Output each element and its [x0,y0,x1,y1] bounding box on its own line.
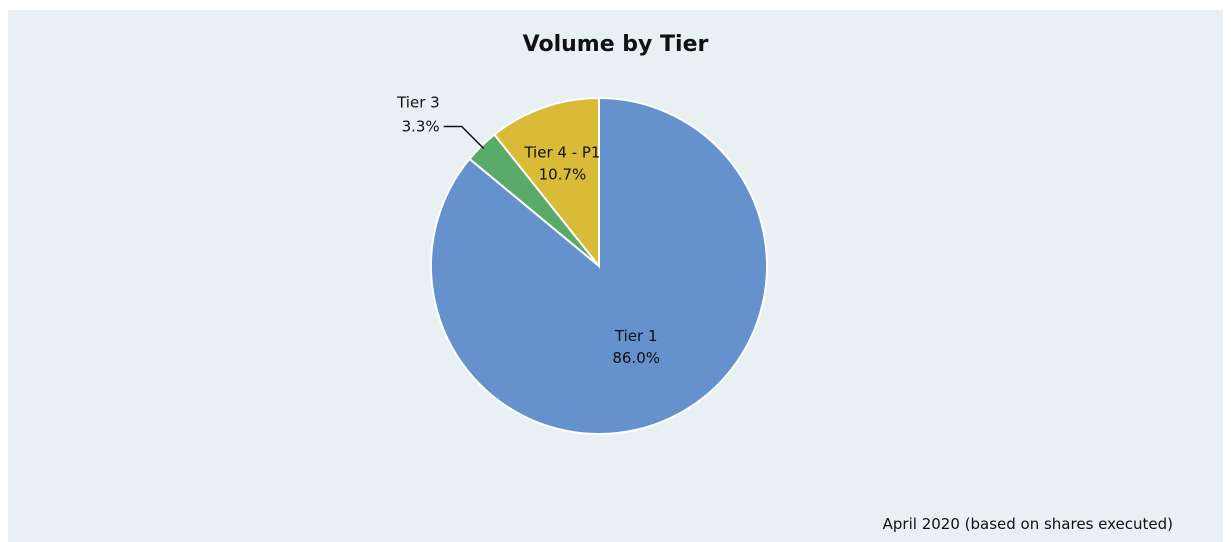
slice-value-tier-1: 86.0% [612,349,660,367]
slice-label-tier-3: Tier 3 [396,93,440,111]
slice-value-tier-4-p1: 10.7% [539,165,587,183]
chart-title: Volume by Tier [522,32,709,57]
footnote: April 2020 (based on shares executed) [882,515,1173,533]
pie-slice-tier-4-p1 [492,96,600,269]
pie-slices [430,96,768,435]
pie-chart: Tier 1 86.0% Tier 3 3.3% Tier 4 - P1 10.7% [396,93,768,435]
pie-slice-tier-1 [430,96,768,435]
leader-line-tier-3 [443,125,485,150]
chart-panel: Volume by Tier Tier 1 86.0% Tier 3 3.3% Tier… [8,10,1223,542]
slice-label-tier-1: Tier 1 [614,327,658,345]
slice-value-tier-3: 3.3% [402,117,440,135]
slice-label-tier-4-p1: Tier 4 - P1 [523,143,600,161]
pie-labels: Tier 1 86.0% Tier 3 3.3% Tier 4 - P1 10.7% [396,93,660,367]
